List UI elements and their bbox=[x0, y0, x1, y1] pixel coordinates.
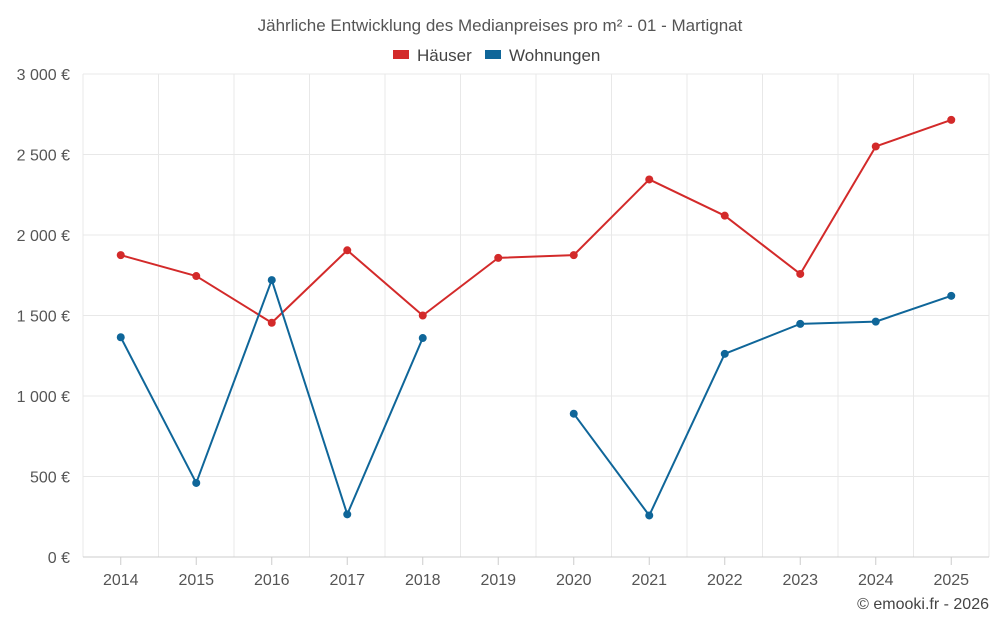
series-line-wohnungen bbox=[572, 294, 952, 517]
credit-text: © emooki.fr - 2026 bbox=[857, 596, 989, 613]
x-tick-label: 2014 bbox=[103, 572, 139, 589]
y-tick-label: 2 500 € bbox=[17, 148, 70, 165]
series-wohnungen bbox=[116, 276, 956, 520]
x-tick-label: 2025 bbox=[933, 572, 969, 589]
legend-swatch-wohnungen bbox=[485, 50, 501, 59]
y-tick-label: 3 000 € bbox=[17, 67, 70, 84]
x-tick-label: 2019 bbox=[480, 572, 516, 589]
data-point-haeuser-2015[interactable] bbox=[192, 272, 201, 281]
x-axis-ticks: 2014 2015 2016 2017 2018 2019 2020 2021 2022 2023… bbox=[103, 557, 969, 589]
y-tick-label: 500 € bbox=[30, 470, 70, 487]
data-point-wohnungen-2017[interactable] bbox=[343, 510, 352, 519]
data-point-haeuser-2016[interactable] bbox=[267, 318, 276, 327]
x-tick-label: 2023 bbox=[782, 572, 818, 589]
x-tick-label: 2017 bbox=[329, 572, 365, 589]
legend-item-wohnungen[interactable]: Wohnungen bbox=[485, 46, 600, 65]
x-tick-label: 2022 bbox=[707, 572, 743, 589]
data-point-wohnungen-2021[interactable] bbox=[645, 511, 654, 520]
y-axis-ticks: 0 € 500 € 1 000 € 1 500 € 2 000 € 2 500 € 3 00… bbox=[17, 67, 70, 567]
data-point-haeuser-2014[interactable] bbox=[116, 251, 125, 260]
data-point-haeuser-2018[interactable] bbox=[418, 311, 427, 320]
y-tick-label: 1 500 € bbox=[17, 309, 70, 326]
data-point-haeuser-2020[interactable] bbox=[569, 251, 578, 260]
y-tick-label: 0 € bbox=[48, 550, 70, 567]
data-point-haeuser-2019[interactable] bbox=[494, 253, 503, 262]
data-point-wohnungen-2024[interactable] bbox=[871, 317, 880, 326]
legend-item-haeuser[interactable]: Häuser bbox=[393, 46, 472, 65]
x-tick-label: 2018 bbox=[405, 572, 441, 589]
x-tick-label: 2024 bbox=[858, 572, 894, 589]
grid bbox=[82, 73, 990, 558]
data-point-wohnungen-2020[interactable] bbox=[569, 409, 578, 418]
data-point-wohnungen-2023[interactable] bbox=[796, 319, 805, 328]
data-point-wohnungen-2014[interactable] bbox=[116, 333, 125, 342]
chart-title: Jährliche Entwicklung des Medianpreises … bbox=[258, 16, 743, 35]
data-point-haeuser-2021[interactable] bbox=[645, 175, 654, 184]
legend-label-haeuser: Häuser bbox=[417, 46, 472, 65]
x-tick-label: 2016 bbox=[254, 572, 290, 589]
data-point-wohnungen-2025[interactable] bbox=[947, 291, 956, 300]
y-tick-label: 2 000 € bbox=[17, 228, 70, 245]
x-tick-label: 2020 bbox=[556, 572, 592, 589]
data-point-haeuser-2025[interactable] bbox=[947, 115, 956, 124]
x-tick-label: 2015 bbox=[178, 572, 214, 589]
legend: Häuser Wohnungen bbox=[393, 46, 600, 65]
data-point-wohnungen-2018[interactable] bbox=[418, 334, 427, 343]
legend-swatch-haeuser bbox=[393, 50, 409, 59]
data-point-wohnungen-2016[interactable] bbox=[267, 276, 276, 285]
series bbox=[116, 115, 956, 520]
data-point-haeuser-2017[interactable] bbox=[343, 246, 352, 255]
data-point-wohnungen-2022[interactable] bbox=[720, 349, 729, 358]
data-point-haeuser-2022[interactable] bbox=[720, 211, 729, 220]
y-tick-label: 1 000 € bbox=[17, 389, 70, 406]
legend-label-wohnungen: Wohnungen bbox=[509, 46, 600, 65]
data-point-haeuser-2024[interactable] bbox=[871, 142, 880, 151]
data-point-haeuser-2023[interactable] bbox=[796, 269, 805, 278]
x-tick-label: 2021 bbox=[631, 572, 667, 589]
data-point-wohnungen-2015[interactable] bbox=[192, 478, 201, 487]
